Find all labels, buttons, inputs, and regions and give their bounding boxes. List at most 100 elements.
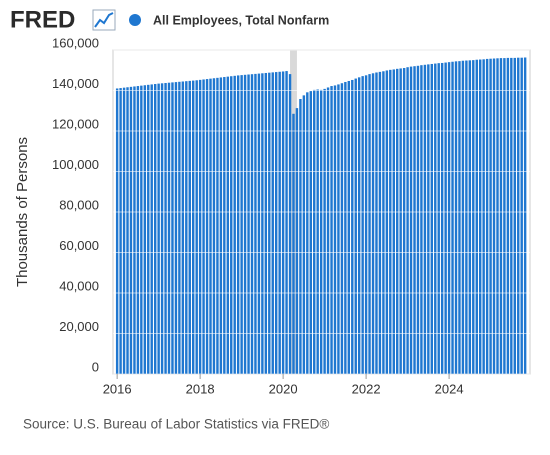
bar: [454, 61, 458, 375]
bar: [164, 83, 167, 374]
x-tick-label: 2024: [435, 381, 464, 396]
bar: [375, 72, 378, 374]
x-tick-label: 2018: [186, 381, 215, 396]
bar: [472, 60, 475, 374]
bar: [478, 59, 482, 374]
bar: [236, 75, 240, 374]
legend-label: All Employees, Total Nonfarm: [153, 13, 329, 27]
bar: [292, 113, 295, 374]
bar: [357, 77, 361, 375]
bar: [216, 77, 219, 374]
bar: [385, 70, 389, 374]
bar: [212, 78, 216, 374]
bar: [333, 85, 337, 374]
y-tick-label: 100,000: [52, 157, 99, 172]
bar: [434, 63, 437, 374]
bar: [503, 58, 506, 374]
bar: [191, 80, 195, 374]
bar: [223, 77, 226, 374]
bar: [409, 66, 413, 374]
bar: [368, 74, 371, 374]
bar: [316, 89, 319, 375]
bar: [302, 95, 306, 375]
bar: [517, 57, 520, 374]
bar: [195, 80, 198, 375]
bar: [437, 63, 440, 374]
bar: [489, 58, 492, 375]
bar: [250, 74, 254, 374]
bar: [378, 71, 382, 375]
y-tick-label: 120,000: [52, 116, 99, 131]
bar: [399, 68, 402, 375]
bar: [129, 86, 133, 374]
bar: [167, 82, 171, 375]
logo-icon: [92, 9, 116, 31]
bar: [444, 62, 447, 375]
y-tick-label: 140,000: [52, 76, 99, 91]
y-tick-label: 20,000: [59, 319, 99, 334]
bar: [465, 60, 468, 374]
bar: [523, 57, 527, 375]
bar: [496, 58, 499, 375]
y-axis-title: Thousands of Persons: [14, 137, 31, 287]
y-tick-label: 0: [92, 359, 99, 374]
bar: [140, 85, 143, 374]
bar: [306, 92, 309, 374]
bar: [219, 77, 223, 374]
bar: [240, 75, 243, 375]
legend-marker: [129, 14, 141, 26]
bar: [288, 74, 292, 374]
bar: [458, 61, 461, 374]
bar: [178, 81, 181, 374]
bar: [392, 69, 395, 374]
y-tick-label: 40,000: [59, 278, 99, 293]
bar: [157, 83, 160, 375]
bar: [147, 84, 150, 374]
bar: [340, 83, 344, 375]
bar: [330, 86, 333, 375]
bar: [202, 79, 205, 375]
bar: [420, 65, 423, 374]
bar: [361, 76, 364, 374]
bar: [451, 61, 454, 375]
bar: [153, 84, 157, 375]
bar: [485, 58, 489, 374]
bar: [323, 88, 326, 374]
bar: [423, 64, 427, 374]
bar: [285, 71, 288, 374]
bar: [402, 68, 406, 375]
bar: [461, 60, 465, 375]
bar: [274, 72, 278, 374]
bar: [351, 79, 354, 374]
bar: [233, 75, 236, 374]
bar: [247, 74, 250, 374]
x-tick-label: 2016: [103, 381, 132, 396]
bar: [271, 72, 274, 374]
bar: [257, 73, 261, 374]
bar: [354, 78, 357, 375]
bar: [344, 81, 347, 375]
bar: [447, 62, 451, 375]
bar: [364, 75, 368, 374]
bar: [122, 87, 126, 374]
bar: [268, 72, 271, 375]
bar: [313, 89, 316, 374]
bar: [520, 57, 523, 374]
bar: [188, 80, 191, 374]
y-tick-label: 80,000: [59, 197, 99, 212]
bar: [295, 108, 299, 375]
y-tick-label: 60,000: [59, 238, 99, 253]
logo: FRED: [10, 6, 75, 33]
source: Source: U.S. Bureau of Labor Statistics …: [23, 417, 329, 432]
bar: [160, 83, 164, 374]
bar: [309, 91, 313, 375]
bar: [205, 79, 209, 374]
bar: [264, 72, 268, 374]
bar: [261, 73, 264, 374]
bar: [126, 87, 129, 374]
bar: [427, 64, 430, 374]
bar: [185, 81, 188, 374]
bar: [299, 99, 302, 374]
bar: [119, 88, 122, 374]
